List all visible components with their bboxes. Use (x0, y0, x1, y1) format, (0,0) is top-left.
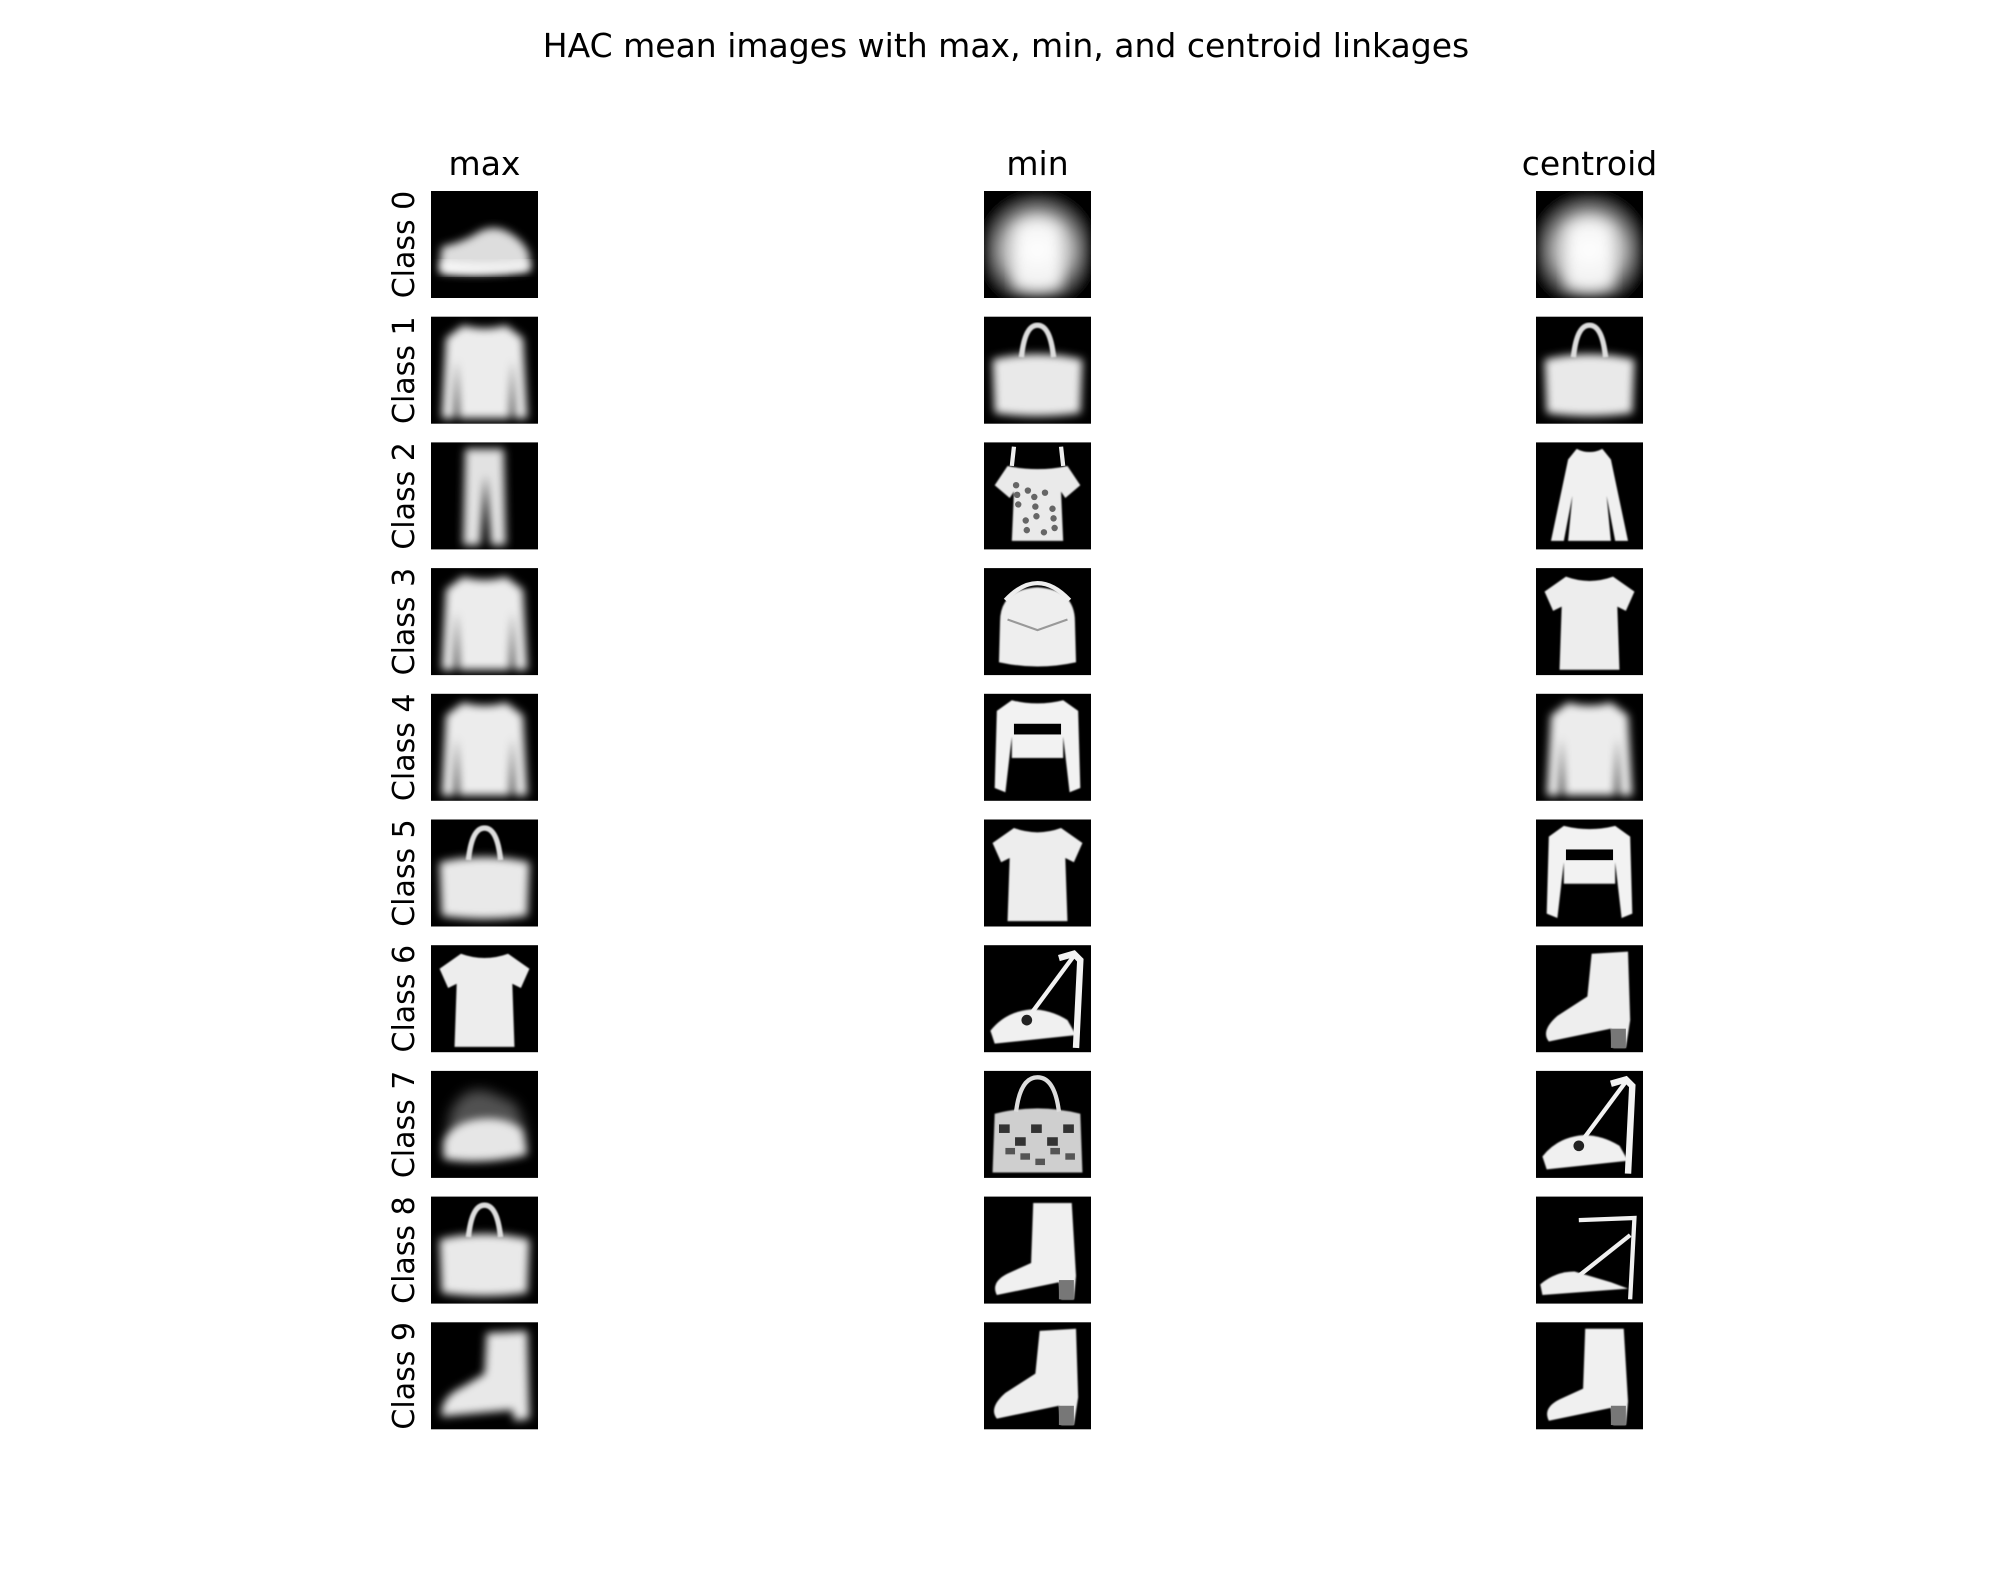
row-label-class-4: Class 4 (387, 694, 422, 802)
row-label-class-7: Class 7 (387, 1071, 422, 1179)
column-label-min: min (1006, 144, 1068, 183)
pullover-shape (441, 576, 528, 670)
trouser-shape (463, 448, 506, 546)
cell-max-class-6-tshirt (431, 945, 538, 1053)
sneaker-shape (439, 227, 530, 275)
bag-shape (1544, 322, 1635, 417)
row-label-class-5: Class 5 (387, 819, 422, 927)
bag-shape (992, 322, 1083, 417)
blob-shape (1536, 191, 1643, 298)
cell-max-class-0-sneaker (431, 191, 538, 298)
cell-max-class-1-pullover (431, 316, 538, 424)
cell-max-class-8-bag (431, 1196, 538, 1304)
cell-centroid-class-2-dress (1536, 442, 1643, 550)
cell-max-class-4-pullover (431, 693, 538, 801)
row-label-class-3: Class 3 (387, 568, 422, 676)
cell-min-class-7-bag-pattern (984, 1070, 1091, 1178)
cell-centroid-class-5-shirt-open (1536, 819, 1643, 927)
ankle-boot-shape (441, 1330, 530, 1421)
ankle-boot-heel-shape (993, 1328, 1079, 1426)
bag-shape (439, 825, 530, 920)
tshirt-shape (992, 828, 1083, 922)
column-label-centroid: centroid (1522, 144, 1657, 183)
cell-centroid-class-3-tshirt (1536, 568, 1643, 676)
figure-title: HAC mean images with max, min, and centr… (543, 26, 1469, 65)
cell-min-class-5-tshirt (984, 819, 1091, 927)
row-label-class-6: Class 6 (387, 945, 422, 1053)
cell-min-class-2-top (984, 442, 1091, 550)
cell-centroid-class-8-sandal-strap (1536, 1196, 1643, 1304)
cell-centroid-class-7-sandal (1536, 1070, 1643, 1178)
bag-shape (439, 1202, 530, 1297)
cell-centroid-class-0-blob (1536, 191, 1643, 298)
sandal-strap-shape (1540, 1215, 1637, 1300)
ankle-boot-heel-shape (1545, 951, 1631, 1048)
sandal-shape (990, 950, 1084, 1049)
cell-centroid-class-9-boot (1536, 1322, 1643, 1430)
row-label-class-1: Class 1 (387, 316, 422, 424)
bag-round-shape (998, 580, 1077, 667)
column-label-max: max (449, 144, 521, 183)
cell-min-class-3-bag-round (984, 568, 1091, 676)
row-label-class-2: Class 2 (387, 442, 422, 550)
cell-max-class-5-bag (431, 819, 538, 927)
bag-pattern-shape (992, 1075, 1083, 1173)
row-labels: Class 0 Class 1 Class 2 Class 3 Class 4 Class… (387, 191, 422, 1430)
sneaker-faint-shape (443, 1090, 528, 1162)
shirt-open-shape (994, 700, 1081, 795)
row-label-class-8: Class 8 (387, 1196, 422, 1304)
column-labels: max min centroid (449, 144, 1658, 183)
pullover-shape (441, 702, 528, 796)
cell-min-class-4-shirt-open (984, 693, 1091, 801)
cell-min-class-8-boot (984, 1196, 1091, 1304)
cell-max-class-2-trouser (431, 442, 538, 550)
cell-max-class-3-pullover (431, 568, 538, 676)
boot-shape (995, 1203, 1077, 1300)
tshirt-shape (1544, 576, 1635, 670)
cell-min-class-9-ankle-boot-heel (984, 1322, 1091, 1430)
boot-shape (1547, 1328, 1629, 1426)
tshirt-shape (439, 953, 530, 1047)
blob-shape (984, 191, 1091, 298)
pullover-shape (1546, 702, 1633, 796)
pullover-shape (441, 325, 528, 419)
image-cells (431, 191, 1643, 1430)
cell-centroid-class-6-ankle-boot-heel (1536, 945, 1643, 1053)
row-label-class-0: Class 0 (387, 191, 422, 299)
top-shape (994, 446, 1081, 541)
cell-min-class-6-sandal (984, 945, 1091, 1053)
cell-min-class-0-blob (984, 191, 1091, 298)
cell-min-class-1-bag (984, 316, 1091, 424)
shirt-open-shape (1546, 825, 1633, 921)
cell-max-class-9-ankle-boot (431, 1322, 538, 1430)
dress-shape (1550, 448, 1629, 541)
sandal-shape (1542, 1075, 1636, 1174)
cell-centroid-class-4-pullover (1536, 693, 1643, 801)
cell-centroid-class-1-bag (1536, 316, 1643, 424)
cell-max-class-7-sneaker-faint (431, 1070, 538, 1178)
row-label-class-9: Class 9 (387, 1322, 422, 1430)
